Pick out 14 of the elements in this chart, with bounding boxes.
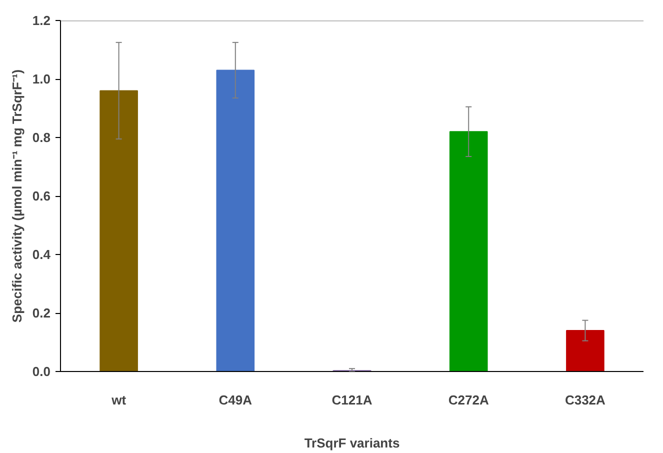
y-tick-label: 1.2 (32, 13, 51, 28)
y-tick-label: 0.8 (32, 130, 51, 145)
y-tick-label: 0.4 (32, 247, 52, 262)
y-tick-label: 0.0 (32, 364, 51, 379)
y-tick-label: 0.2 (32, 306, 51, 320)
x-tick-label: C121A (332, 392, 373, 408)
y-tick-label: 1.0 (32, 72, 51, 86)
x-tick-label: C49A (218, 392, 253, 408)
x-tick-label: C272A (448, 392, 490, 408)
y-axis-title: Specific activity (µmol min⁻¹ mg TrSqrF⁻¹) (9, 69, 24, 323)
x-tick-label: wt (110, 392, 127, 408)
x-tick-label: C332A (564, 392, 606, 408)
x-axis-title: TrSqrF variants (304, 436, 400, 450)
y-tick-label: 0.6 (32, 188, 51, 204)
